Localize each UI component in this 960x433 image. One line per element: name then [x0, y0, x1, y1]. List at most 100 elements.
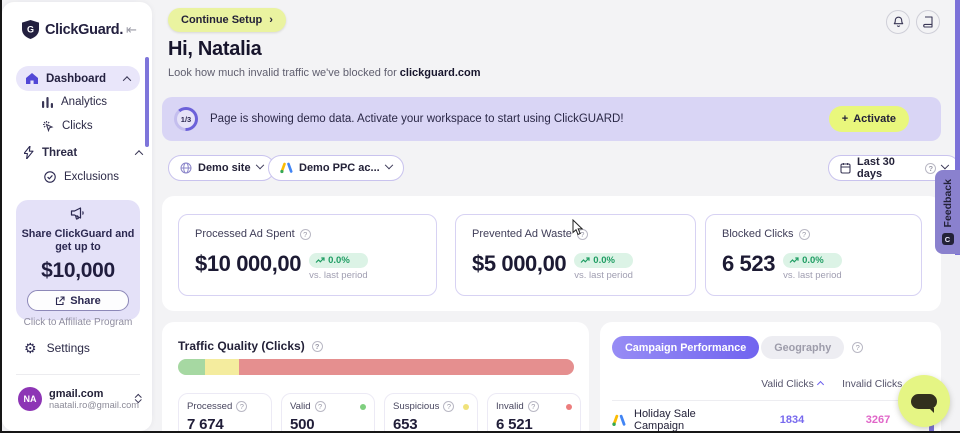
- banner-message: Page is showing demo data. Activate your…: [210, 113, 624, 125]
- chat-bubble-icon: [911, 393, 937, 413]
- trend-badge: 0.0%: [574, 253, 633, 268]
- sidebar-collapse-icon[interactable]: ⇤: [126, 22, 137, 37]
- tab-campaign-performance[interactable]: Campaign Performance: [612, 336, 760, 359]
- sidebar-divider: [16, 374, 140, 375]
- feedback-label: Feedback: [941, 178, 954, 228]
- metric-value: 6 521: [496, 416, 533, 433]
- invalid-clicks-value[interactable]: 3267: [865, 414, 891, 426]
- calendar-icon: [840, 162, 851, 174]
- vs-last-period: vs. last period: [309, 270, 368, 281]
- sidebar-item-exclusions[interactable]: Exclusions: [44, 171, 119, 183]
- brand-name: ClickGuard.: [45, 21, 124, 38]
- table-divider: [612, 400, 935, 401]
- chat-launcher-button[interactable]: [898, 375, 950, 427]
- stat-card-prevented-ad-waste: Prevented Ad Waste $5 000,00 0.0% vs. la…: [455, 214, 696, 296]
- chevron-down-icon: [384, 160, 393, 170]
- trend-up-icon: [315, 257, 325, 263]
- column-valid-clicks[interactable]: Valid Clicks: [747, 379, 837, 390]
- promo-note: Click to Affiliate Program: [23, 317, 133, 328]
- activate-button[interactable]: + Activate: [828, 106, 909, 132]
- setup-progress-step: 1/3: [177, 110, 195, 128]
- account-switcher[interactable]: NA gmail.com naatali.ro@gmail.com: [18, 387, 141, 411]
- info-icon[interactable]: [443, 401, 455, 412]
- affiliate-promo-card[interactable]: Share ClickGuard and get up to $10,000 S…: [16, 200, 140, 328]
- stat-card-blocked-clicks: Blocked Clicks 6 523 0.0% vs. last perio…: [705, 214, 922, 296]
- google-ads-icon: [612, 414, 626, 427]
- chevron-up-icon: [122, 75, 132, 85]
- account-name: gmail.com: [49, 388, 104, 400]
- promo-title: Share ClickGuard and get up to: [21, 228, 135, 253]
- campaign-name: Holiday Sale Campaign: [634, 408, 696, 432]
- site-domain: clickguard.com: [399, 67, 481, 79]
- notifications-button[interactable]: [886, 10, 910, 34]
- click-cursor-icon: [42, 120, 54, 132]
- ppc-account-filter-value: Demo PPC ac...: [299, 162, 380, 174]
- info-icon[interactable]: [576, 228, 588, 240]
- sidebar-item-label: Dashboard: [46, 72, 107, 85]
- info-icon[interactable]: [852, 342, 864, 353]
- sidebar-item-threat[interactable]: Threat: [24, 146, 144, 159]
- info-icon[interactable]: [314, 401, 326, 412]
- metric-label: Processed: [187, 401, 233, 412]
- clickguard-logo-icon: G: [22, 20, 39, 39]
- site-filter-dropdown[interactable]: Demo site: [168, 155, 275, 181]
- info-icon: [925, 162, 937, 174]
- valid-clicks-value[interactable]: 1834: [779, 414, 805, 426]
- sidebar-item-label: Threat: [42, 146, 78, 159]
- sidebar-item-settings[interactable]: ⚙ Settings: [24, 341, 90, 355]
- sidebar-item-dashboard[interactable]: Dashboard: [16, 66, 140, 91]
- sidebar-scrollbar[interactable]: [145, 57, 149, 147]
- book-icon: [922, 16, 934, 28]
- chevron-right-icon: ›: [269, 14, 273, 26]
- docs-button[interactable]: [916, 10, 940, 34]
- metric-value: 500: [290, 416, 315, 433]
- window-edge-right: [955, 0, 960, 255]
- sidebar-item-analytics[interactable]: Analytics: [42, 96, 107, 108]
- share-button[interactable]: Share: [27, 290, 129, 311]
- bar-segment-invalid: [239, 359, 574, 375]
- chevron-down-icon: [940, 161, 950, 170]
- invalid-status-dot: [566, 403, 572, 410]
- ppc-account-filter-dropdown[interactable]: Demo PPC ac...: [268, 155, 404, 181]
- tab-geography[interactable]: Geography: [761, 336, 845, 359]
- check-circle-icon: [44, 171, 56, 183]
- info-icon[interactable]: [236, 401, 248, 412]
- promo-amount: $10,000: [41, 259, 115, 282]
- page-title: Hi, Natalia: [168, 38, 262, 60]
- date-range-dropdown[interactable]: Last 30 days: [828, 155, 960, 181]
- continue-setup-button[interactable]: Continue Setup ›: [168, 8, 286, 32]
- trend-up-icon: [580, 257, 590, 263]
- stat-value: $10 000,00: [195, 251, 302, 276]
- campaign-panel: Campaign Performance Geography Valid Cli…: [600, 322, 941, 433]
- sidebar-item-label: Clicks: [62, 120, 93, 132]
- info-icon[interactable]: [311, 340, 323, 352]
- metric-label: Valid: [290, 401, 311, 412]
- metric-value: 7 674: [187, 416, 224, 433]
- info-icon[interactable]: [798, 228, 810, 240]
- chevron-up-icon: [134, 149, 144, 159]
- metric-card-invalid: Invalid 6 521 +0.00%: [487, 393, 581, 433]
- sidebar-item-label: Analytics: [61, 96, 108, 108]
- suspicious-status-dot: [463, 403, 469, 410]
- sidebar-item-clicks[interactable]: Clicks: [42, 120, 93, 132]
- feedback-tab[interactable]: Feedback C: [935, 170, 960, 254]
- stat-value: $5 000,00: [472, 251, 567, 276]
- metric-value: 653: [393, 416, 418, 433]
- brand[interactable]: G ClickGuard.: [22, 20, 123, 39]
- gear-icon: ⚙: [24, 340, 37, 356]
- stat-value: 6 523: [722, 251, 776, 276]
- globe-icon: [180, 162, 192, 174]
- info-icon[interactable]: [527, 401, 539, 412]
- svg-text:G: G: [27, 25, 34, 35]
- table-row[interactable]: Holiday Sale Campaign 1834 3267: [612, 408, 929, 432]
- traffic-quality-title: Traffic Quality (Clicks): [178, 339, 323, 353]
- vs-last-period: vs. last period: [574, 270, 633, 281]
- google-ads-icon: [280, 162, 293, 174]
- trend-up-icon: [789, 257, 799, 263]
- metric-card-valid: Valid 500 +0.00%: [281, 393, 375, 433]
- stat-label: Processed Ad Spent: [195, 228, 311, 240]
- info-icon[interactable]: [299, 228, 311, 240]
- bar-segment-valid: [178, 359, 205, 375]
- sort-asc-icon: [816, 380, 824, 389]
